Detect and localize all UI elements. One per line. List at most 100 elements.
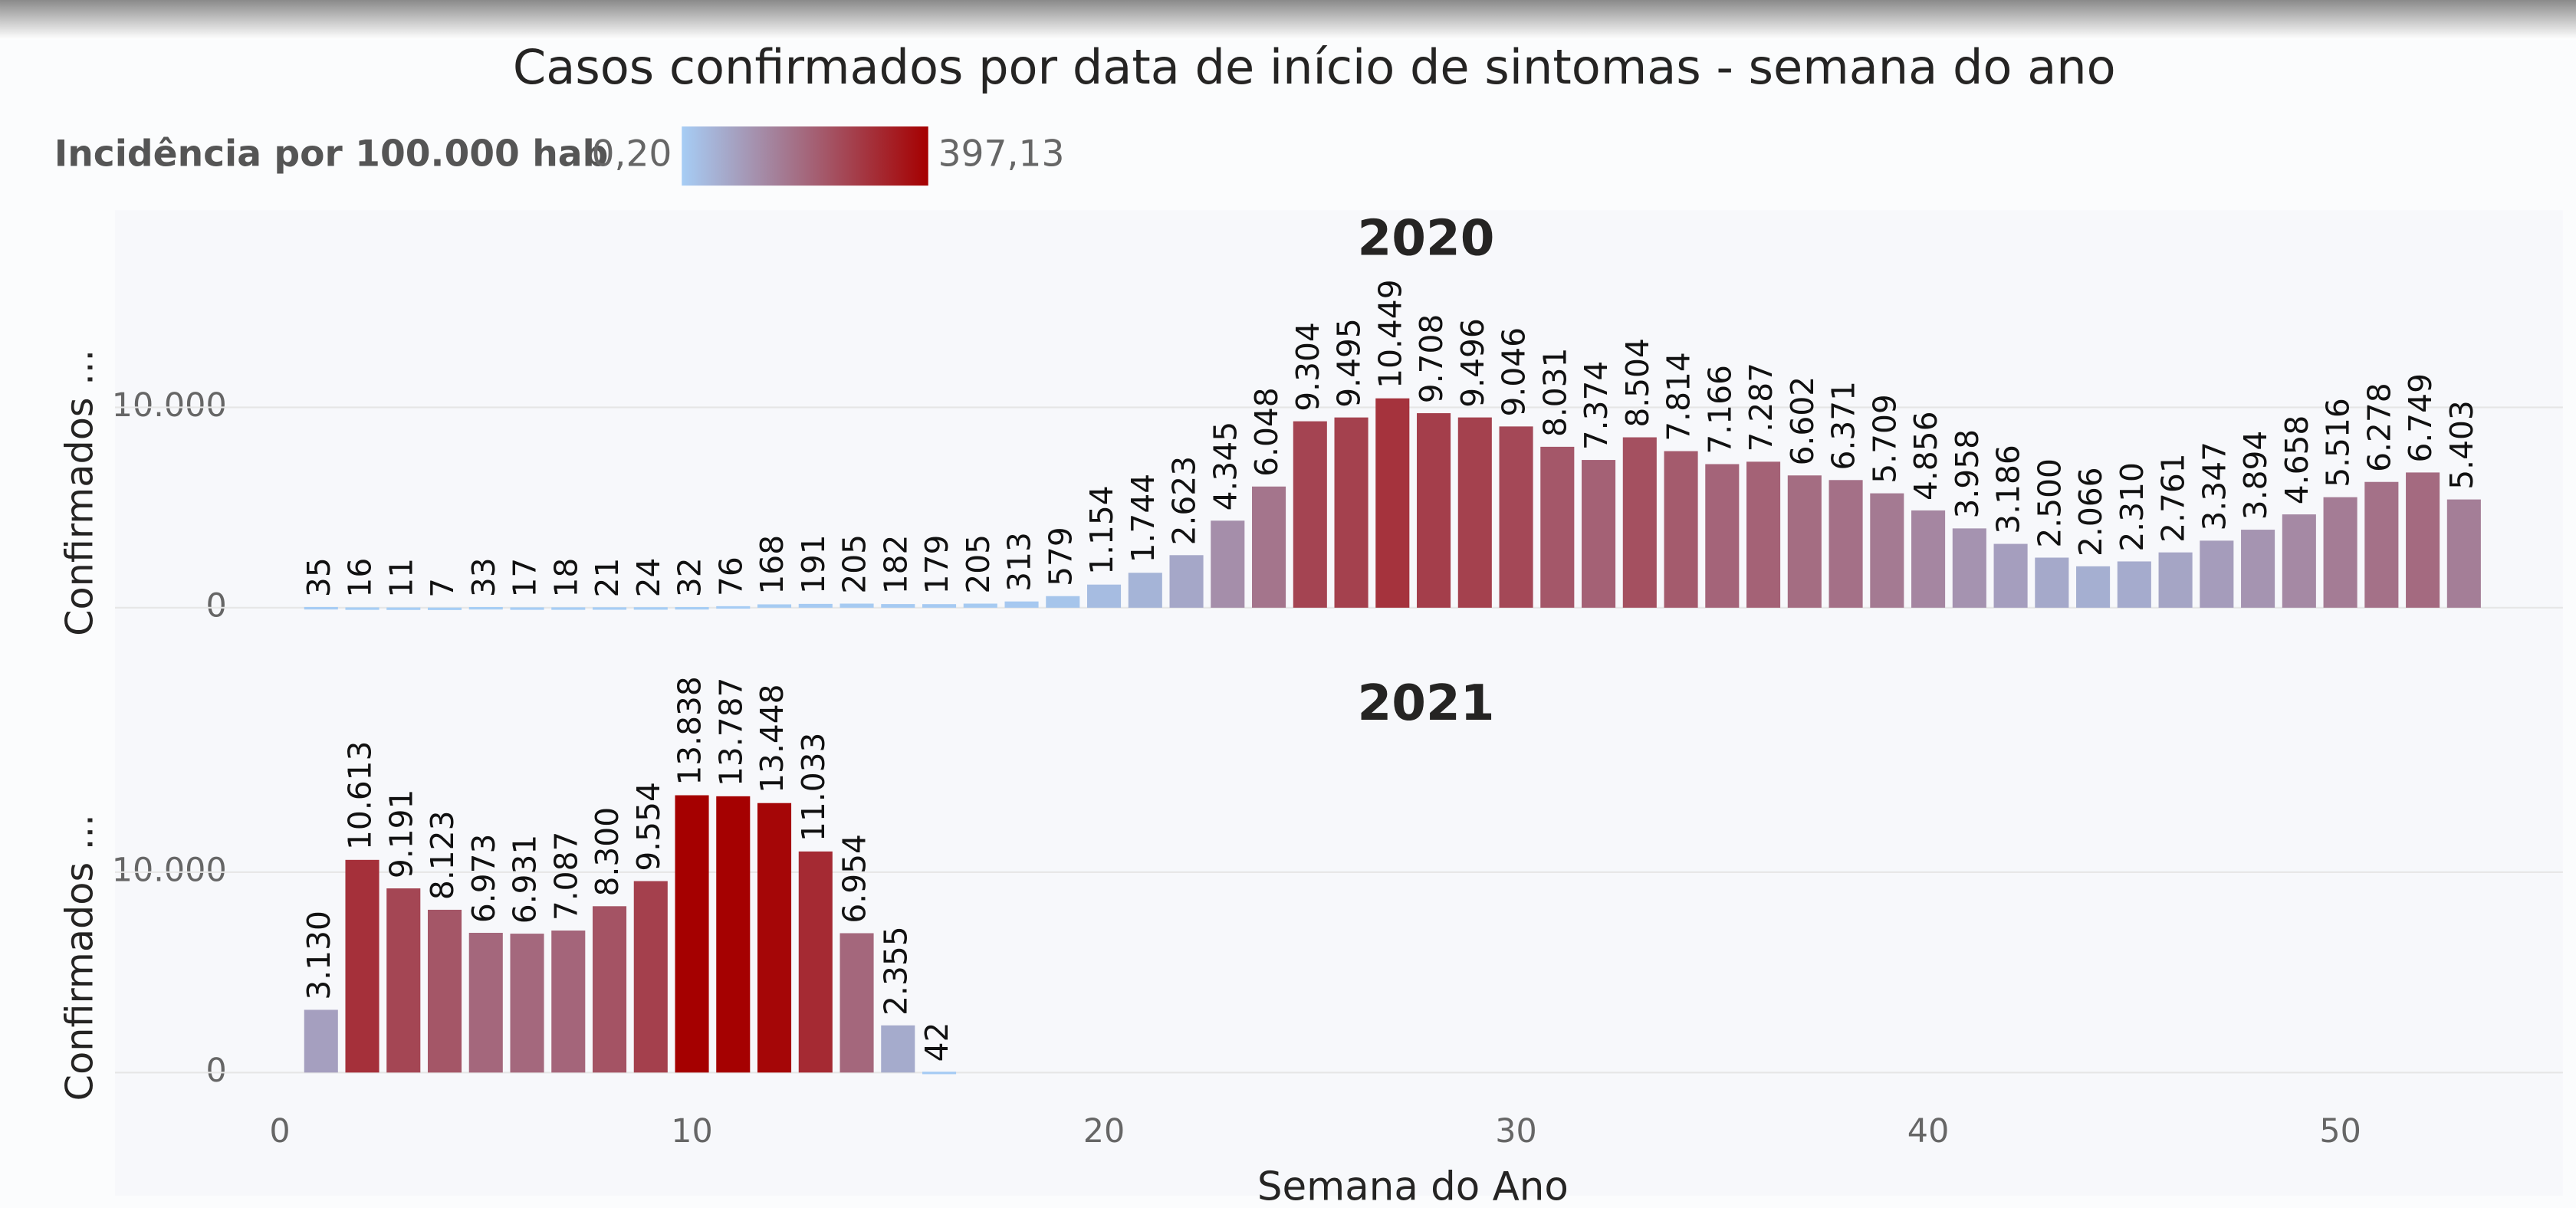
bar bbox=[551, 931, 586, 1073]
data-label: 5.403 bbox=[2443, 400, 2480, 490]
bar bbox=[2076, 566, 2111, 608]
data-label: 13.448 bbox=[754, 684, 790, 793]
bar bbox=[1334, 417, 1368, 608]
bar bbox=[2241, 530, 2275, 608]
panel-title: 2020 bbox=[1358, 210, 1495, 268]
data-label: 1.154 bbox=[1083, 485, 1120, 575]
data-label: 13.787 bbox=[712, 678, 749, 786]
bar bbox=[1622, 437, 1657, 608]
data-label: 205 bbox=[836, 534, 873, 594]
x-tick-label: 30 bbox=[1495, 1112, 1537, 1151]
data-label: 313 bbox=[1001, 532, 1038, 592]
bar bbox=[551, 607, 586, 610]
data-label: 2.355 bbox=[877, 926, 914, 1016]
bar bbox=[1004, 601, 1039, 608]
data-label: 3.958 bbox=[1949, 429, 1986, 519]
data-label: 10.449 bbox=[1372, 279, 1408, 388]
bar bbox=[1211, 520, 1245, 608]
data-label: 191 bbox=[795, 534, 832, 594]
bar bbox=[1582, 460, 1616, 608]
y-tick-label: 10.000 bbox=[112, 851, 227, 889]
x-tick-label: 10 bbox=[671, 1112, 713, 1151]
bar bbox=[386, 888, 421, 1073]
bar bbox=[1252, 486, 1286, 608]
data-label: 24 bbox=[630, 558, 667, 598]
data-label: 9.554 bbox=[630, 782, 667, 872]
bar bbox=[1952, 528, 1986, 608]
data-label: 32 bbox=[672, 557, 708, 597]
bar bbox=[881, 604, 915, 608]
bar bbox=[1746, 461, 1781, 608]
x-axis-title: Semana do Ano bbox=[1257, 1164, 1569, 1208]
bar bbox=[1705, 464, 1740, 608]
bar bbox=[675, 795, 709, 1073]
data-label: 8.031 bbox=[1536, 348, 1573, 438]
data-label: 6.602 bbox=[1784, 376, 1821, 466]
bar bbox=[2282, 514, 2316, 608]
bar bbox=[1457, 417, 1492, 608]
bar bbox=[1870, 493, 1904, 608]
data-label: 7.166 bbox=[1701, 365, 1738, 455]
data-label: 179 bbox=[918, 535, 955, 595]
bar bbox=[840, 603, 874, 608]
bar bbox=[840, 933, 874, 1073]
data-label: 16 bbox=[342, 558, 379, 598]
bar bbox=[2158, 552, 2193, 608]
data-label: 3.130 bbox=[301, 911, 337, 1000]
bar bbox=[1293, 421, 1327, 608]
data-label: 13.838 bbox=[672, 676, 708, 785]
bar bbox=[1128, 573, 1162, 608]
data-label: 18 bbox=[547, 558, 584, 598]
data-label: 6.954 bbox=[836, 834, 873, 924]
bar bbox=[1664, 451, 1698, 608]
bar bbox=[510, 607, 544, 610]
data-label: 8.300 bbox=[589, 807, 626, 897]
data-label: 6.048 bbox=[1248, 387, 1285, 477]
bar bbox=[881, 1025, 915, 1073]
bar bbox=[2406, 472, 2440, 608]
y-tick-label: 0 bbox=[205, 586, 226, 625]
data-label: 10.613 bbox=[342, 741, 379, 850]
data-label: 3.186 bbox=[1990, 445, 2027, 534]
data-label: 4.856 bbox=[1907, 412, 1944, 501]
data-label: 2.761 bbox=[2155, 453, 2192, 543]
bar bbox=[427, 607, 462, 610]
data-label: 17 bbox=[507, 558, 544, 598]
x-tick-label: 20 bbox=[1083, 1112, 1125, 1151]
bar bbox=[757, 803, 792, 1073]
bar bbox=[427, 909, 462, 1073]
panel-title: 2021 bbox=[1358, 675, 1495, 732]
bar bbox=[345, 859, 380, 1073]
data-label: 7.287 bbox=[1743, 363, 1779, 452]
data-label: 9.191 bbox=[383, 789, 419, 879]
bar bbox=[304, 606, 338, 610]
x-tick-label: 50 bbox=[2319, 1112, 2361, 1151]
bar bbox=[798, 851, 833, 1073]
bar bbox=[1911, 510, 1946, 608]
data-label: 9.046 bbox=[1496, 327, 1533, 417]
bar bbox=[633, 607, 668, 610]
bar bbox=[716, 606, 751, 609]
bar bbox=[2323, 497, 2358, 608]
bar bbox=[510, 934, 544, 1073]
data-label: 11.033 bbox=[795, 733, 832, 842]
data-label: 33 bbox=[465, 557, 502, 597]
data-label: 4.658 bbox=[2279, 415, 2315, 505]
data-label: 2.623 bbox=[1166, 456, 1203, 546]
bar bbox=[922, 1072, 957, 1075]
data-label: 168 bbox=[754, 535, 790, 595]
data-label: 76 bbox=[712, 556, 749, 596]
x-tick-label: 0 bbox=[269, 1112, 290, 1151]
data-label: 3.347 bbox=[2196, 442, 2233, 531]
bar bbox=[1540, 446, 1575, 608]
data-label: 2.310 bbox=[2114, 462, 2150, 552]
data-label: 9.495 bbox=[1331, 318, 1368, 408]
data-label: 1.744 bbox=[1125, 474, 1162, 563]
data-label: 8.504 bbox=[1619, 338, 1656, 428]
bar bbox=[1499, 426, 1533, 608]
bar bbox=[1046, 596, 1080, 608]
data-label: 42 bbox=[918, 1023, 955, 1062]
bar bbox=[386, 607, 421, 610]
bar bbox=[345, 607, 380, 610]
